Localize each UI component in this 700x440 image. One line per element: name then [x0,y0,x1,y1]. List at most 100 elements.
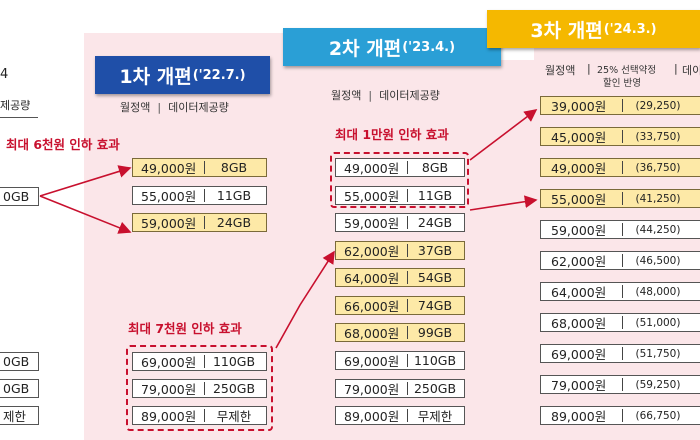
phase2-plan-separator [407,189,408,202]
phase2-plan-separator [407,271,408,284]
phase1-dashed-group [126,345,273,431]
phase3-hdr-sep1: | [587,62,591,75]
phase2-plan-separator [407,354,408,367]
phase3-plan-price: 69,000원 [551,347,607,362]
phase1-plan-row: 89,000원 무제한 [132,406,267,425]
phase3-hdr-price: 월정액 [545,64,576,77]
phase1-title: 1차 개편 [119,65,192,88]
phase3-plan-discount: (48,000) [635,285,681,298]
phase3-plan-price: 55,000원 [551,192,607,207]
phase3-plan-row: 68,000원 (51,000) [540,313,700,332]
phase2-plan-row: 49,000원 8GB [335,158,465,177]
phase1-plan-separator [204,189,205,202]
phase3-plan-discount: (44,250) [635,223,681,236]
phase3-plan-row: 64,000원 (48,000) [540,282,700,301]
phase3-plan-row: 59,000원 (44,250) [540,220,700,239]
phase3-plan-price: 68,000원 [551,316,607,331]
phase2-plan-data: 8GB [421,160,449,175]
phase2-plan-row: 64,000원 54GB [335,268,465,287]
phase2-plan-data: 24GB [417,215,453,230]
phase3-date: ('24.3.) [603,21,657,37]
phase2-plan-separator [407,299,408,312]
phase1-plan-data: 무제한 [216,409,252,424]
phase2-plan-price: 55,000원 [344,189,400,204]
arrow-phase2-to-phase3-top [469,109,538,161]
phase1-note-top: 최대 6천원 인하 효과 [6,137,120,152]
phase3-plan-separator [622,409,623,422]
phase2-plan-separator [407,244,408,257]
phase2-plan-price: 66,000원 [344,299,400,314]
phase1-plan-price: 89,000원 [141,409,197,424]
phase3-plan-separator [622,99,623,112]
phase2-plan-price: 79,000원 [344,382,400,397]
phase3-plan-price: 39,000원 [551,99,607,114]
phase2-ribbon: 2차 개편 ('23.4.) [283,28,501,66]
phase3-plan-separator [622,285,623,298]
phase1-note-bottom: 최대 7천원 인하 효과 [128,321,242,336]
left-box-2: 0GB [0,352,39,371]
phase3-plan-separator [622,192,623,205]
phase3-plan-row: 79,000원 (59,250) [540,375,700,394]
phase2-plan-row: 59,000원 24GB [335,213,465,232]
phase3-plan-row: 89,000원 (66,750) [540,406,700,425]
phase2-header: 월정액 | 데이터제공량 [331,87,440,103]
phase2-plan-row: 69,000원 110GB [335,351,465,370]
phase3-hdr-disc-2: 할인 반영 [603,78,641,89]
phase3-hdr-data: 데이 [682,64,700,77]
phase3-plan-row: 69,000원 (51,750) [540,344,700,363]
arrow-left-to-phase1-bottom [39,195,132,234]
phase1-plan-separator [204,382,205,395]
arrow-phase2-to-phase3-bottom [469,195,538,211]
phase2-plan-price: 62,000원 [344,244,400,259]
phase2-dashed-group [330,152,469,208]
phase1-header: 월정액 | 데이터제공량 [120,99,229,115]
phase3-plan-discount: (36,750) [635,161,681,174]
arrow-phase1-to-phase2 [275,250,335,349]
phase3-plan-row: 49,000원 (36,750) [540,158,700,177]
phase3-plan-discount: (29,250) [635,99,681,112]
phase2-plan-data: 250GB [413,381,457,396]
phase2-plan-data: 무제한 [417,409,453,424]
phase3-plan-price: 79,000원 [551,378,607,393]
left-box-2-text: 0GB [3,354,30,369]
phase1-plan-row: 59,000원 24GB [132,213,267,232]
phase2-plan-separator [407,326,408,339]
phase2-plan-separator [407,161,408,174]
phase1-plan-separator [204,355,205,368]
phase3-plan-discount: (59,250) [635,378,681,391]
phase2-plan-row: 79,000원 250GB [335,379,465,398]
phase3-plan-price: 49,000원 [551,161,607,176]
phase2-plan-row: 89,000원 무제한 [335,406,465,425]
phase3-plan-row: 39,000원 (29,250) [540,96,700,115]
phase1-hdr-data: 데이터제공량 [168,101,229,114]
phase1-plan-row: 55,000원 11GB [132,186,267,205]
phase2-plan-data: 74GB [417,298,453,313]
phase1-plan-data: 11GB [216,188,252,203]
phase2-plan-price: 69,000원 [344,354,400,369]
phase2-plan-data: 37GB [417,243,453,258]
phase3-plan-price: 59,000원 [551,223,607,238]
phase2-plan-separator [407,409,408,422]
phase1-plan-price: 59,000원 [141,216,197,231]
phase1-hdr-price: 월정액 [120,101,151,114]
phase3-plan-separator [622,161,623,174]
left-box-1-text: 0GB [3,189,30,204]
phase3-plan-discount: (46,500) [635,254,681,267]
phase3-hdr-sep2: | [674,62,678,75]
phase3-hdr-disc-1: 25% 선택약정 [597,65,657,76]
phase1-plan-data: 250GB [212,381,256,396]
arrow-left-to-phase1-top [39,165,132,197]
phase1-plan-data: 110GB [212,354,256,369]
left-box-4: 제한 [0,406,39,425]
phase2-plan-row: 62,000원 37GB [335,241,465,260]
phase2-plan-price: 89,000원 [344,409,400,424]
phase2-plan-price: 59,000원 [344,216,400,231]
phase1-plan-separator [204,161,205,174]
phase1-plan-data: 8GB [220,160,248,175]
phase2-date: ('23.4.) [402,39,456,55]
phase2-plan-separator [407,216,408,229]
phase2-plan-data: 54GB [417,270,453,285]
left-box-1: 0GB [0,187,39,206]
phase1-plan-price: 49,000원 [141,161,197,176]
